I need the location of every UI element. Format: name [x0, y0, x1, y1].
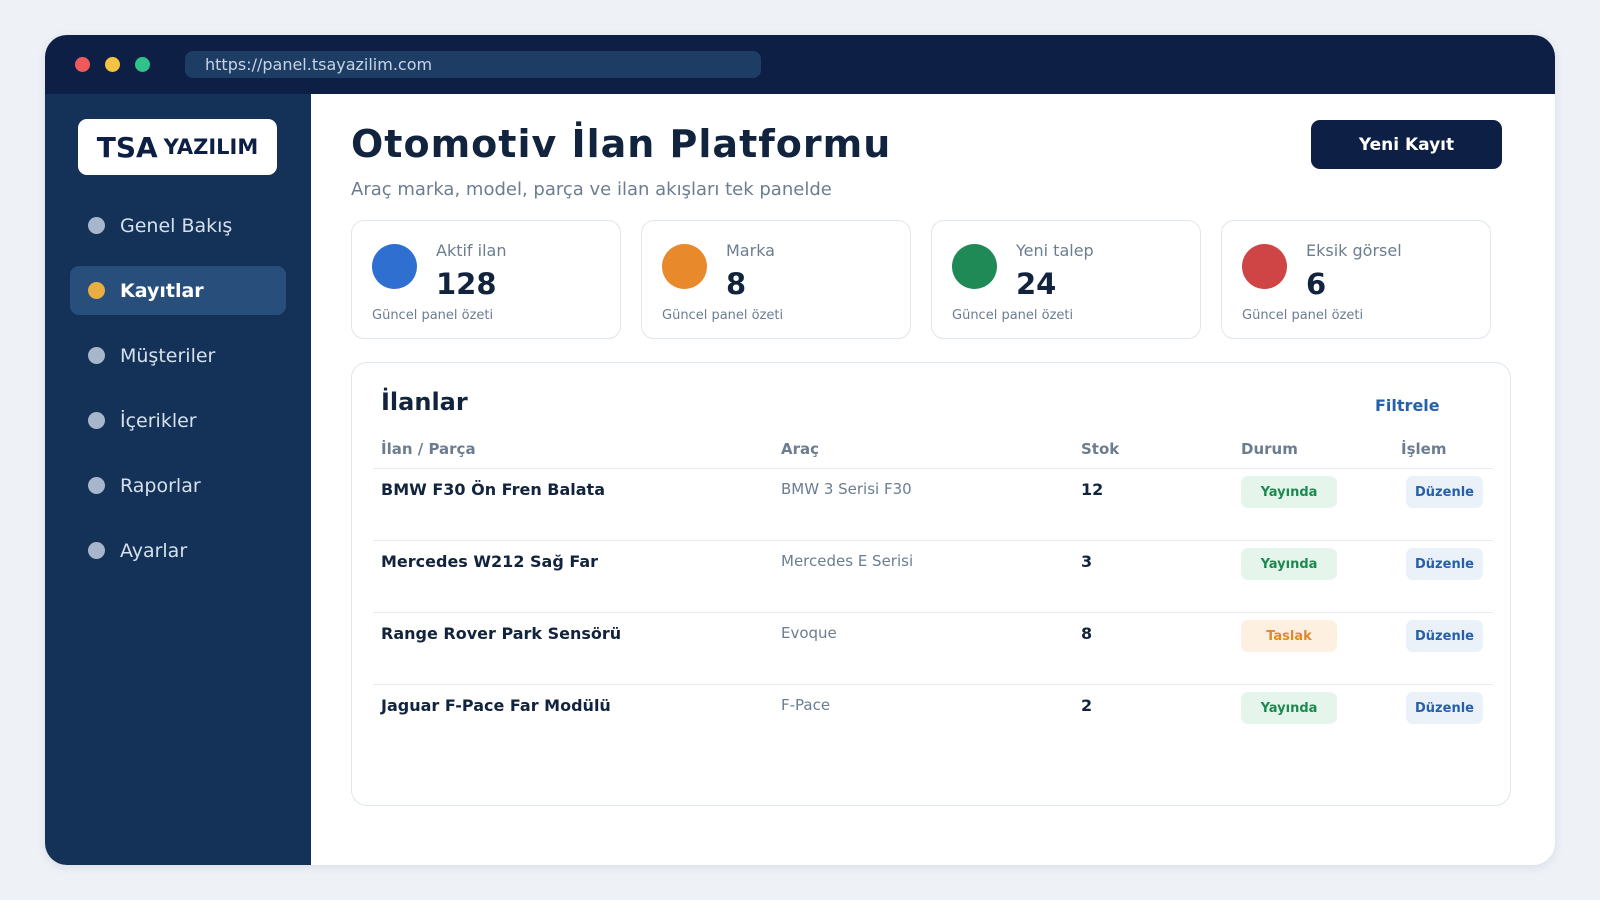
status-badge: Yayında [1241, 692, 1337, 724]
status-badge: Yayında [1241, 548, 1337, 580]
table-row[interactable]: Jaguar F-Pace Far Modülü F-Pace 2 Yayınd… [373, 684, 1493, 756]
listing-vehicle: Mercedes E Serisi [781, 552, 914, 570]
stat-foot: Güncel panel özeti [952, 308, 1074, 323]
table-row[interactable]: Range Rover Park Sensörü Evoque 8 Taslak… [373, 612, 1493, 684]
logo-light-text: YAZILIM [163, 135, 259, 159]
stat-card-missing-images: Eksik görsel 6 Güncel panel özeti [1221, 220, 1491, 339]
page-subtitle: Araç marka, model, parça ve ilan akışlar… [351, 179, 832, 200]
status-badge: Yayında [1241, 476, 1337, 508]
listing-vehicle: BMW 3 Serisi F30 [781, 480, 912, 498]
address-bar[interactable]: https://panel.tsayazilim.com [185, 51, 761, 78]
column-header-status[interactable]: Durum [1241, 440, 1298, 458]
listing-name: Jaguar F-Pace Far Modülü [381, 696, 611, 715]
table-title: İlanlar [381, 388, 468, 416]
nav-dot-icon [88, 542, 105, 559]
sidebar-item-label: Raporlar [120, 474, 201, 497]
table-row[interactable]: Mercedes W212 Sağ Far Mercedes E Serisi … [373, 540, 1493, 612]
sidebar-item-records[interactable]: Kayıtlar [70, 266, 286, 315]
stat-value: 128 [436, 267, 497, 301]
column-header-action[interactable]: İşlem [1401, 440, 1447, 458]
sidebar-item-label: İçerikler [120, 409, 197, 432]
stat-value: 24 [1016, 267, 1057, 301]
main-content: Otomotiv İlan Platformu Araç marka, mode… [311, 94, 1555, 865]
stat-foot: Güncel panel özeti [1242, 308, 1364, 323]
sidebar-item-label: Müşteriler [120, 344, 216, 367]
browser-window: https://panel.tsayazilim.com TSA YAZILIM… [45, 35, 1555, 865]
stat-circle-icon [952, 244, 997, 289]
stat-label: Yeni talep [1016, 241, 1094, 260]
stat-label: Aktif ilan [436, 241, 507, 260]
nav-dot-icon [88, 412, 105, 429]
nav-dot-icon [88, 282, 105, 299]
edit-button[interactable]: Düzenle [1406, 620, 1483, 652]
sidebar-item-settings[interactable]: Ayarlar [70, 526, 286, 575]
stat-circle-icon [662, 244, 707, 289]
stat-card-brands: Marka 8 Güncel panel özeti [641, 220, 911, 339]
listing-name: Range Rover Park Sensörü [381, 624, 622, 643]
sidebar-item-overview[interactable]: Genel Bakış [70, 201, 286, 250]
stat-value: 6 [1306, 267, 1327, 301]
edit-button[interactable]: Düzenle [1406, 548, 1483, 580]
table-row[interactable]: BMW F30 Ön Fren Balata BMW 3 Serisi F30 … [373, 468, 1493, 540]
column-header-listing[interactable]: İlan / Parça [381, 440, 476, 458]
sidebar-item-reports[interactable]: Raporlar [70, 461, 286, 510]
listing-vehicle: Evoque [781, 624, 837, 642]
listing-stock: 12 [1081, 480, 1104, 499]
listing-stock: 2 [1081, 696, 1093, 715]
listing-stock: 8 [1081, 624, 1093, 643]
stat-circle-icon [1242, 244, 1287, 289]
column-header-stock[interactable]: Stok [1081, 440, 1120, 458]
listing-name: Mercedes W212 Sağ Far [381, 552, 599, 571]
close-window-icon[interactable] [75, 57, 90, 72]
listing-stock: 3 [1081, 552, 1093, 571]
logo-strong-text: TSA [96, 130, 158, 164]
nav-dot-icon [88, 217, 105, 234]
nav-dot-icon [88, 347, 105, 364]
stat-card-new-requests: Yeni talep 24 Güncel panel özeti [931, 220, 1201, 339]
sidebar-item-label: Ayarlar [120, 539, 188, 562]
stat-label: Marka [726, 241, 775, 260]
logo[interactable]: TSA YAZILIM [78, 119, 277, 175]
stat-label: Eksik görsel [1306, 241, 1402, 260]
filter-link[interactable]: Filtrele [1375, 396, 1440, 415]
sidebar-item-customers[interactable]: Müşteriler [70, 331, 286, 380]
column-header-vehicle[interactable]: Araç [781, 440, 820, 458]
stat-foot: Güncel panel özeti [662, 308, 784, 323]
stat-foot: Güncel panel özeti [372, 308, 494, 323]
nav-dot-icon [88, 477, 105, 494]
listing-vehicle: F-Pace [781, 696, 831, 714]
edit-button[interactable]: Düzenle [1406, 476, 1483, 508]
sidebar-item-label: Genel Bakış [120, 214, 233, 237]
edit-button[interactable]: Düzenle [1406, 692, 1483, 724]
listings-table-card: İlanlar Filtrele İlan / Parça Araç Stok … [351, 362, 1511, 806]
stat-value: 8 [726, 267, 747, 301]
minimize-window-icon[interactable] [105, 57, 120, 72]
listing-name: BMW F30 Ön Fren Balata [381, 480, 605, 499]
browser-titlebar: https://panel.tsayazilim.com [45, 35, 1555, 94]
stat-circle-icon [372, 244, 417, 289]
status-badge: Taslak [1241, 620, 1337, 652]
page-title: Otomotiv İlan Platformu [351, 122, 892, 166]
new-record-button[interactable]: Yeni Kayıt [1311, 120, 1502, 169]
stat-card-active-listings: Aktif ilan 128 Güncel panel özeti [351, 220, 621, 339]
sidebar-item-contents[interactable]: İçerikler [70, 396, 286, 445]
maximize-window-icon[interactable] [135, 57, 150, 72]
sidebar-item-label: Kayıtlar [120, 279, 204, 302]
sidebar: TSA YAZILIM Genel Bakış Kayıtlar Müşteri… [45, 94, 311, 865]
